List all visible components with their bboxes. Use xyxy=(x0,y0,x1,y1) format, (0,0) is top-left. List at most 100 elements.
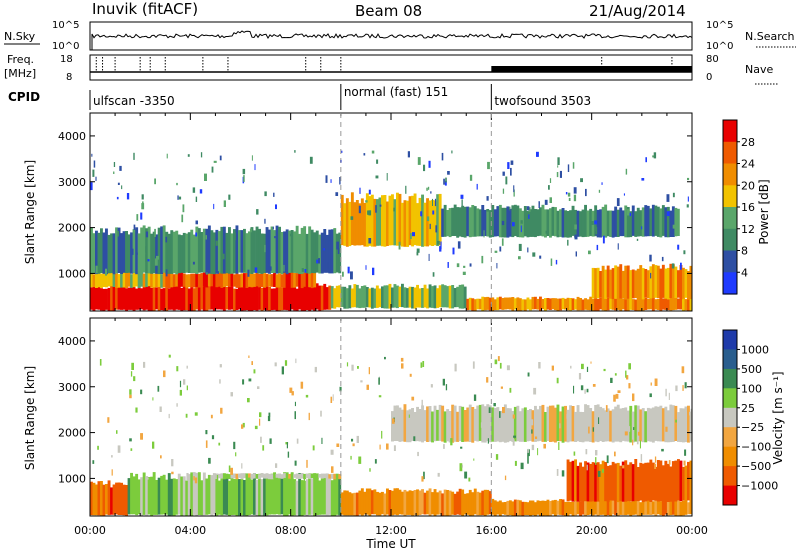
echo-cell xyxy=(544,416,547,421)
range-cell xyxy=(288,272,292,287)
range-cell xyxy=(137,271,141,288)
range-cell xyxy=(584,500,587,516)
range-cell xyxy=(591,411,595,443)
echo-cell xyxy=(401,363,404,369)
range-cell xyxy=(423,410,427,442)
echo-cell xyxy=(469,174,473,181)
velocity-cells xyxy=(90,354,693,516)
echo-cell xyxy=(323,248,325,251)
nsearch-tick-bottom: 10^0 xyxy=(706,41,733,52)
range-cell xyxy=(526,211,530,238)
x-tick-label: 20:00 xyxy=(576,524,608,537)
range-cell xyxy=(235,477,239,516)
echo-cell xyxy=(486,196,489,201)
echo-cell xyxy=(259,412,262,418)
range-cell xyxy=(636,268,640,299)
echo-cell xyxy=(216,475,219,481)
echo-cell xyxy=(617,390,621,393)
range-cell xyxy=(616,462,620,503)
range-cell xyxy=(323,283,327,310)
range-cell xyxy=(671,297,675,311)
range-cell xyxy=(360,198,364,246)
range-cell xyxy=(641,463,645,503)
range-cell xyxy=(616,296,620,310)
range-cell xyxy=(458,284,462,309)
range-cell xyxy=(496,297,500,311)
range-cell xyxy=(195,226,199,275)
range-cell xyxy=(160,475,164,515)
range-cell xyxy=(137,284,141,310)
range-cell xyxy=(343,490,347,516)
range-cell xyxy=(471,407,475,443)
range-cell xyxy=(481,205,485,237)
echo-cell xyxy=(645,157,647,163)
range-cell xyxy=(611,461,615,501)
echo-cell xyxy=(595,227,598,235)
echo-cell xyxy=(512,222,515,227)
range-cell xyxy=(566,501,570,516)
range-cell xyxy=(310,473,314,479)
echo-cell xyxy=(408,414,410,418)
range-cell xyxy=(253,473,256,515)
echo-cell xyxy=(586,366,589,372)
echo-cell xyxy=(543,443,546,449)
range-cell xyxy=(300,473,304,479)
echo-cell xyxy=(550,258,553,266)
range-cell xyxy=(408,409,412,443)
echo-cell xyxy=(254,164,256,171)
echo-cell xyxy=(548,185,550,190)
range-cell xyxy=(228,271,231,287)
range-cell xyxy=(217,480,221,515)
range-cell xyxy=(682,267,685,299)
echo-cell xyxy=(432,210,435,215)
echo-cell xyxy=(179,380,182,388)
range-cell xyxy=(649,408,653,442)
echo-cell xyxy=(666,211,670,217)
range-cell xyxy=(313,272,317,288)
echo-cell xyxy=(585,188,587,197)
echo-cell xyxy=(675,385,678,392)
range-cell xyxy=(273,272,276,287)
range-cell xyxy=(220,272,224,288)
range-cell xyxy=(157,227,161,275)
range-cell xyxy=(200,283,204,310)
echo-cell xyxy=(111,469,113,476)
range-cell xyxy=(682,466,685,501)
range-cell xyxy=(228,284,231,310)
range-cell xyxy=(192,472,196,515)
range-cell xyxy=(152,283,156,311)
range-cell xyxy=(641,207,645,237)
echo-cell xyxy=(111,455,113,458)
range-cell xyxy=(130,287,133,310)
range-cell xyxy=(634,459,638,502)
echo-cell xyxy=(486,377,489,383)
range-cell xyxy=(408,490,412,515)
range-cell xyxy=(150,476,154,516)
range-cell xyxy=(677,459,680,501)
range-cell xyxy=(325,287,329,310)
range-cell xyxy=(285,229,289,275)
range-cell xyxy=(426,490,429,515)
range-cell xyxy=(250,284,254,311)
echo-cell xyxy=(335,192,339,196)
echo-cell xyxy=(665,426,668,432)
echo-cell xyxy=(513,189,515,197)
range-cell xyxy=(478,209,482,237)
echo-cell xyxy=(178,196,182,200)
echo-cell xyxy=(649,393,652,398)
range-cell xyxy=(381,286,384,309)
range-cell xyxy=(225,473,229,479)
range-cell xyxy=(127,234,131,273)
echo-cell xyxy=(346,362,349,367)
range-cell xyxy=(451,285,455,309)
echo-cell xyxy=(652,155,655,158)
echo-cell xyxy=(636,238,639,241)
range-cell xyxy=(92,274,96,288)
range-cell xyxy=(659,501,663,516)
range-cell xyxy=(160,288,164,311)
echo-cell xyxy=(303,477,305,483)
echo-cell xyxy=(534,436,538,439)
echo-cell xyxy=(588,250,591,255)
echo-cell xyxy=(294,411,296,420)
